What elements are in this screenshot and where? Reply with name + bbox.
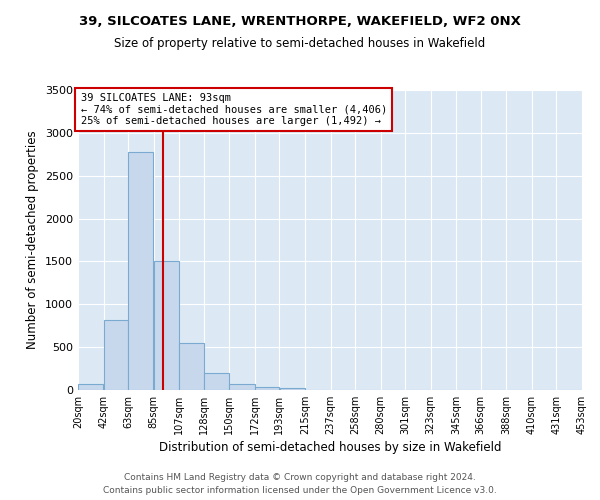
Bar xyxy=(78,384,103,390)
Bar xyxy=(255,386,279,390)
Text: 39, SILCOATES LANE, WRENTHORPE, WAKEFIELD, WF2 0NX: 39, SILCOATES LANE, WRENTHORPE, WAKEFIEL… xyxy=(79,15,521,28)
X-axis label: Distribution of semi-detached houses by size in Wakefield: Distribution of semi-detached houses by … xyxy=(159,441,501,454)
Y-axis label: Number of semi-detached properties: Number of semi-detached properties xyxy=(26,130,40,350)
Text: Contains HM Land Registry data © Crown copyright and database right 2024.: Contains HM Land Registry data © Crown c… xyxy=(124,472,476,482)
Text: Contains public sector information licensed under the Open Government Licence v3: Contains public sector information licen… xyxy=(103,486,497,495)
Bar xyxy=(128,152,154,390)
Bar xyxy=(204,373,229,390)
Bar xyxy=(104,320,128,390)
Text: Size of property relative to semi-detached houses in Wakefield: Size of property relative to semi-detach… xyxy=(115,38,485,51)
Bar xyxy=(154,262,179,390)
Bar xyxy=(280,388,305,390)
Text: 39 SILCOATES LANE: 93sqm
← 74% of semi-detached houses are smaller (4,406)
25% o: 39 SILCOATES LANE: 93sqm ← 74% of semi-d… xyxy=(80,93,387,126)
Bar xyxy=(179,343,203,390)
Bar xyxy=(229,384,255,390)
